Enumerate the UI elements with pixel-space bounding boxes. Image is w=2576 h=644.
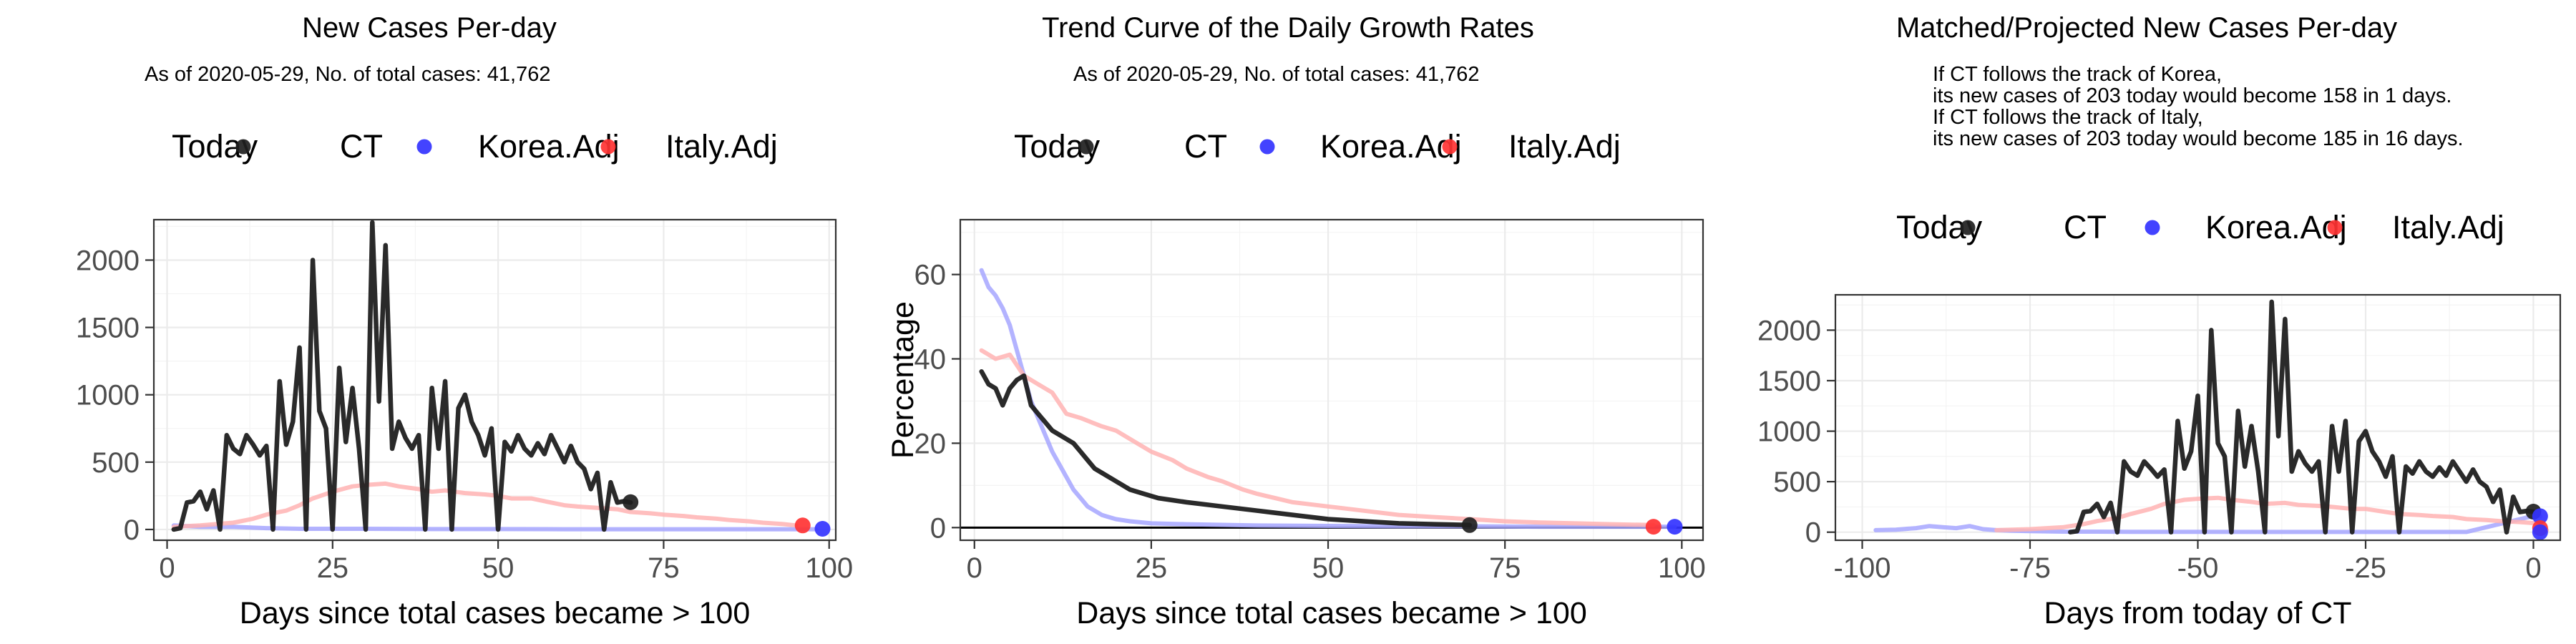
y-tick-label: 2000 — [76, 245, 140, 276]
legend-key-ct-icon — [1078, 139, 1094, 155]
today-point-korea-adj — [1667, 519, 1683, 535]
series-line-korea-adj — [979, 268, 1677, 530]
today-point-korea-adj — [2532, 508, 2548, 525]
legend: Today CT Korea.Adj Italy.Adj — [1014, 128, 1621, 165]
x-tick-label: 25 — [1136, 552, 1168, 584]
legend-label-ct: CT — [340, 128, 383, 165]
chart-title: Matched/Projected New Cases Per-day — [1896, 12, 2397, 44]
chart-subtitle: As of 2020-05-29, No. of total cases: 41… — [145, 63, 550, 86]
y-tick-label: 1500 — [1757, 366, 1821, 397]
y-tick-label: 40 — [914, 344, 947, 376]
series-line-korea-adj — [171, 523, 819, 532]
y-tick-label: 1000 — [76, 380, 140, 411]
y-tick-label: 2000 — [1757, 315, 1821, 346]
chart-title: Trend Curve of the Daily Growth Rates — [1042, 12, 1534, 44]
legend-key-italy-adj-icon — [1442, 139, 1458, 155]
chart-new-cases: New Cases Per-day As of 2020-05-29, No. o… — [76, 12, 853, 630]
x-tick-label: 0 — [159, 552, 175, 584]
annotation-line: If CT follows the track of Italy, — [1933, 106, 2203, 129]
legend-key-ct-icon — [1960, 220, 1976, 235]
panel-growth-rates: Trend Curve of the Daily Growth Rates As … — [859, 0, 1717, 644]
legend-key-ct-icon — [235, 139, 251, 155]
x-axis-title: Days since total cases became > 100 — [1076, 596, 1586, 630]
legend: Today CT Korea.Adj Italy.Adj — [172, 128, 778, 165]
legend-key-korea-adj-icon — [2145, 220, 2160, 235]
plot-frame — [959, 218, 1704, 542]
legend-key-korea-adj-icon — [416, 139, 432, 155]
legend-label-ct: CT — [1184, 128, 1227, 165]
today-point-korea-adj — [814, 521, 831, 537]
chart-projected-cases: Matched/Projected New Cases Per-day If CT… — [1757, 12, 2562, 630]
y-axis-title: Percentage — [886, 301, 920, 459]
annotation-line: its new cases of 203 today would become … — [1933, 84, 2451, 107]
x-tick-label: 50 — [1312, 552, 1345, 584]
x-axis-title: Days from today of CT — [2044, 596, 2351, 630]
series-line-ct — [2068, 299, 2536, 535]
chart-growth-rates: Trend Curve of the Daily Growth Rates As … — [886, 12, 1706, 630]
chart-title: New Cases Per-day — [302, 12, 557, 44]
today-point-ct — [1461, 517, 1478, 533]
series-line-ct — [979, 369, 1473, 528]
y-tick-label: 0 — [124, 514, 140, 546]
legend-label-korea-adj: Korea.Adj — [2205, 209, 2347, 245]
x-tick-label: 100 — [1658, 552, 1706, 584]
y-tick-label: 20 — [914, 428, 947, 459]
plot-panel — [959, 218, 1704, 542]
plot-frame — [152, 218, 837, 542]
annotation-line: its new cases of 203 today would become … — [1933, 127, 2464, 150]
today-point-ct — [623, 494, 639, 510]
y-tick-label: 0 — [930, 512, 946, 544]
x-tick-label: -75 — [2009, 552, 2051, 584]
panel-new-cases: New Cases Per-day As of 2020-05-29, No. o… — [0, 0, 859, 644]
x-tick-label: -100 — [1833, 552, 1890, 584]
y-tick-label: 1500 — [76, 313, 140, 344]
panel-projected-cases: Matched/Projected New Cases Per-day If CT… — [1717, 0, 2576, 644]
plot-panel — [1834, 293, 2562, 542]
x-tick-label: -25 — [2345, 552, 2386, 584]
x-tick-label: 75 — [1489, 552, 1521, 584]
y-tick-label: 500 — [92, 447, 140, 479]
today-point-italy-adj — [794, 517, 811, 534]
plot-panel — [152, 218, 837, 542]
legend-label-ct: CT — [2064, 209, 2107, 245]
legend-key-italy-adj-icon — [600, 139, 616, 155]
legend-label-italy-adj: Italy.Adj — [665, 128, 778, 165]
x-tick-label: -50 — [2177, 552, 2219, 584]
x-tick-label: 100 — [805, 552, 853, 584]
x-tick-label: 0 — [967, 552, 982, 584]
chart-subtitle: As of 2020-05-29, No. of total cases: 41… — [1073, 63, 1479, 86]
series-line-italy-adj — [171, 481, 799, 530]
series-line-ct — [171, 220, 633, 532]
legend-label-italy-adj: Italy.Adj — [1508, 128, 1621, 165]
legend-label-italy-adj: Italy.Adj — [2392, 209, 2504, 245]
x-axis-title: Days since total cases became > 100 — [240, 596, 750, 630]
legend-label-korea-adj: Korea.Adj — [478, 128, 620, 165]
today-point-italy-adj — [1645, 519, 1662, 535]
legend-label-korea-adj: Korea.Adj — [1320, 128, 1462, 165]
y-tick-label: 0 — [1805, 517, 1821, 549]
annotation-line: If CT follows the track of Korea, — [1933, 63, 2222, 86]
y-tick-label: 60 — [914, 260, 947, 291]
y-tick-label: 1000 — [1757, 416, 1821, 448]
x-tick-label: 75 — [648, 552, 680, 584]
legend-key-korea-adj-icon — [1259, 139, 1275, 155]
today-point-korea-adj — [2532, 524, 2548, 540]
x-tick-label: 25 — [317, 552, 349, 584]
series-line-italy-adj — [979, 348, 1656, 527]
legend: Today CT Korea.Adj Italy.Adj — [1896, 209, 2504, 245]
y-tick-label: 500 — [1773, 467, 1821, 498]
x-tick-label: 0 — [2525, 552, 2541, 584]
x-tick-label: 50 — [482, 552, 514, 584]
legend-key-italy-adj-icon — [2327, 220, 2343, 235]
